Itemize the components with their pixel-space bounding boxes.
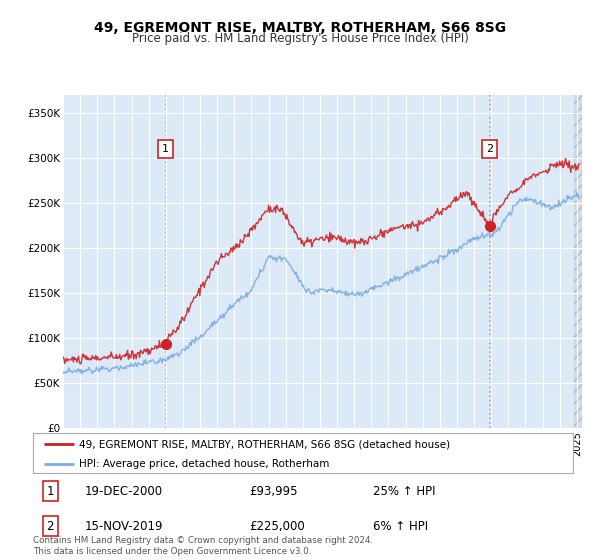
- Text: 49, EGREMONT RISE, MALTBY, ROTHERHAM, S66 8SG (detached house): 49, EGREMONT RISE, MALTBY, ROTHERHAM, S6…: [79, 439, 450, 449]
- Text: Contains HM Land Registry data © Crown copyright and database right 2024.
This d: Contains HM Land Registry data © Crown c…: [33, 536, 373, 556]
- Text: Price paid vs. HM Land Registry's House Price Index (HPI): Price paid vs. HM Land Registry's House …: [131, 32, 469, 45]
- Text: 15-NOV-2019: 15-NOV-2019: [84, 520, 163, 533]
- Bar: [574, 95, 582, 428]
- Text: 25% ↑ HPI: 25% ↑ HPI: [373, 485, 436, 498]
- Text: £93,995: £93,995: [249, 485, 298, 498]
- Text: £225,000: £225,000: [249, 520, 305, 533]
- Text: 2: 2: [486, 144, 493, 154]
- Text: 1: 1: [47, 485, 54, 498]
- Text: 6% ↑ HPI: 6% ↑ HPI: [373, 520, 428, 533]
- Text: 1: 1: [162, 144, 169, 154]
- Bar: [574, 95, 582, 428]
- Text: HPI: Average price, detached house, Rotherham: HPI: Average price, detached house, Roth…: [79, 459, 329, 469]
- Text: 49, EGREMONT RISE, MALTBY, ROTHERHAM, S66 8SG: 49, EGREMONT RISE, MALTBY, ROTHERHAM, S6…: [94, 21, 506, 35]
- Text: 2: 2: [47, 520, 54, 533]
- Text: 19-DEC-2000: 19-DEC-2000: [84, 485, 163, 498]
